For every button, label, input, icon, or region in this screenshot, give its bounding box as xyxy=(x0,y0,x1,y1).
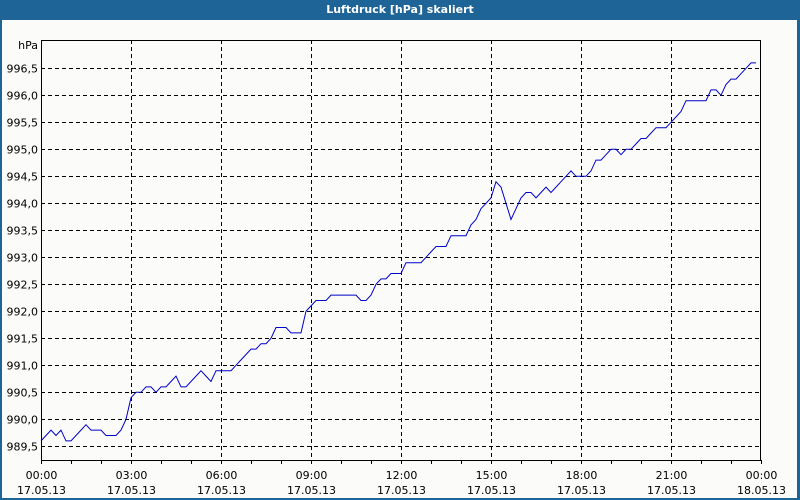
x-tick-date-label: 17.05.13 xyxy=(197,484,246,497)
y-tick-label: 993,0 xyxy=(7,252,39,265)
x-tick-time-label: 21:00 xyxy=(656,469,688,482)
x-tick-time-label: 00:00 xyxy=(746,469,778,482)
x-tick-date-label: 17.05.13 xyxy=(107,484,156,497)
y-tick-label: 996,5 xyxy=(7,63,39,76)
x-tick-date-label: 17.05.13 xyxy=(467,484,516,497)
y-tick-label: 993,5 xyxy=(7,225,39,238)
y-tick-label: 992,0 xyxy=(7,306,39,319)
y-tick-label: 994,0 xyxy=(7,198,39,211)
x-tick-time-label: 18:00 xyxy=(566,469,598,482)
x-tick-date-label: 17.05.13 xyxy=(17,484,66,497)
x-tick-date-label: 17.05.13 xyxy=(377,484,426,497)
x-tick-date-label: 18.05.13 xyxy=(737,484,786,497)
y-tick-label: 989,5 xyxy=(7,441,39,454)
x-axis: 00:00 17.05.13 03:00 17.05.13 06:00 17.05.13 0… xyxy=(17,460,786,497)
y-tick-label: 991,0 xyxy=(7,360,39,373)
y-tick-label: 990,5 xyxy=(7,387,39,400)
y-axis: hPa 989,5 990,0 990,5 991,0 991,5 992,0 992,5 9… xyxy=(7,39,39,454)
y-tick-label: 994,5 xyxy=(7,171,39,184)
y-tick-label: 991,5 xyxy=(7,333,39,346)
pressure-series-line xyxy=(40,62,756,442)
x-tick-date-label: 17.05.13 xyxy=(557,484,606,497)
y-tick-label: 996,0 xyxy=(7,90,39,103)
y-tick-label: 990,0 xyxy=(7,414,39,427)
chart-title: Luftdruck [hPa] skaliert xyxy=(0,0,800,20)
x-tick-date-label: 17.05.13 xyxy=(287,484,336,497)
grid-lines xyxy=(41,40,761,460)
y-tick-label: 992,5 xyxy=(7,279,39,292)
x-tick-time-label: 00:00 xyxy=(26,469,58,482)
x-tick-date-label: 17.05.13 xyxy=(647,484,696,497)
plot-area-border xyxy=(41,40,761,461)
y-tick-label: 995,0 xyxy=(7,144,39,157)
y-tick-label: 995,5 xyxy=(7,117,39,130)
chart-panel xyxy=(2,20,797,498)
x-tick-time-label: 06:00 xyxy=(206,469,238,482)
x-tick-time-label: 15:00 xyxy=(476,469,508,482)
y-axis-unit-label: hPa xyxy=(18,39,38,52)
x-tick-time-label: 12:00 xyxy=(386,469,418,482)
x-tick-time-label: 09:00 xyxy=(296,469,328,482)
x-tick-time-label: 03:00 xyxy=(116,469,148,482)
